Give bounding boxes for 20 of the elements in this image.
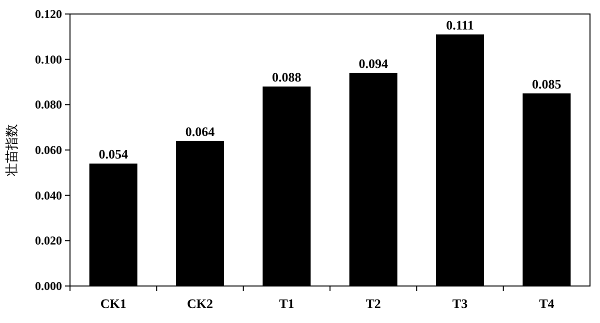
- x-tick-label: T4: [539, 296, 555, 311]
- x-tick-label: CK2: [187, 296, 213, 311]
- y-tick-label: 0.100: [35, 52, 62, 66]
- x-tick-label: T2: [366, 296, 381, 311]
- data-label: 0.088: [272, 70, 302, 85]
- x-tick-label: T1: [279, 296, 294, 311]
- x-tick-label: CK1: [100, 296, 126, 311]
- y-tick-label: 0.040: [35, 188, 62, 202]
- y-tick-label: 0.020: [35, 234, 62, 248]
- data-label: 0.064: [185, 124, 216, 139]
- x-tick-label: T3: [452, 296, 468, 311]
- y-tick-label: 0.000: [35, 279, 62, 293]
- data-label: 0.111: [446, 17, 474, 32]
- y-tick-label: 0.060: [35, 143, 62, 157]
- data-label: 0.054: [98, 146, 128, 162]
- y-tick-label: 0.120: [35, 7, 62, 21]
- data-label: 0.085: [532, 76, 562, 92]
- y-tick-label: 0.080: [35, 98, 62, 112]
- data-label: 0.094: [358, 56, 388, 71]
- y-axis-title: 壮苗指数: [5, 124, 20, 177]
